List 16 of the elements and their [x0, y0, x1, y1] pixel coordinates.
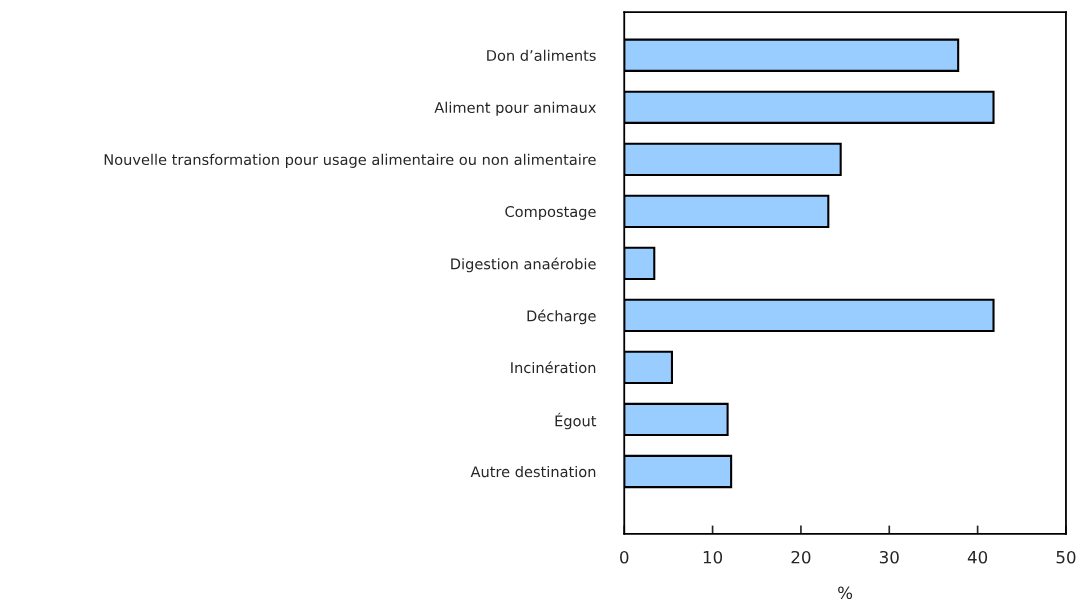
x-tick-label: 10	[703, 550, 723, 564]
x-tick-label: 20	[791, 550, 811, 564]
y-tick-label: Nouvelle transformation pour usage alimentaire ou non alimentaire	[104, 153, 596, 168]
y-tick-label: Compostage	[505, 206, 596, 220]
x-tick-label: 30	[879, 550, 899, 564]
y-tick-label: Incinération	[511, 361, 596, 374]
x-axis-title: %	[838, 586, 853, 600]
y-tick-label: Don d’aliments	[487, 49, 596, 62]
x-tick-label: 40	[967, 550, 988, 564]
y-tick-label: Autre destination	[470, 465, 596, 478]
x-tick-label: 50	[1056, 550, 1076, 564]
y-tick-label: Décharge	[527, 309, 596, 325]
y-tick-label: Égout	[555, 412, 597, 430]
x-tick-label: 0	[620, 550, 629, 564]
y-tick-label: Digestion anaérobie	[451, 257, 596, 273]
y-tick-label: Aliment pour animaux	[434, 101, 596, 116]
